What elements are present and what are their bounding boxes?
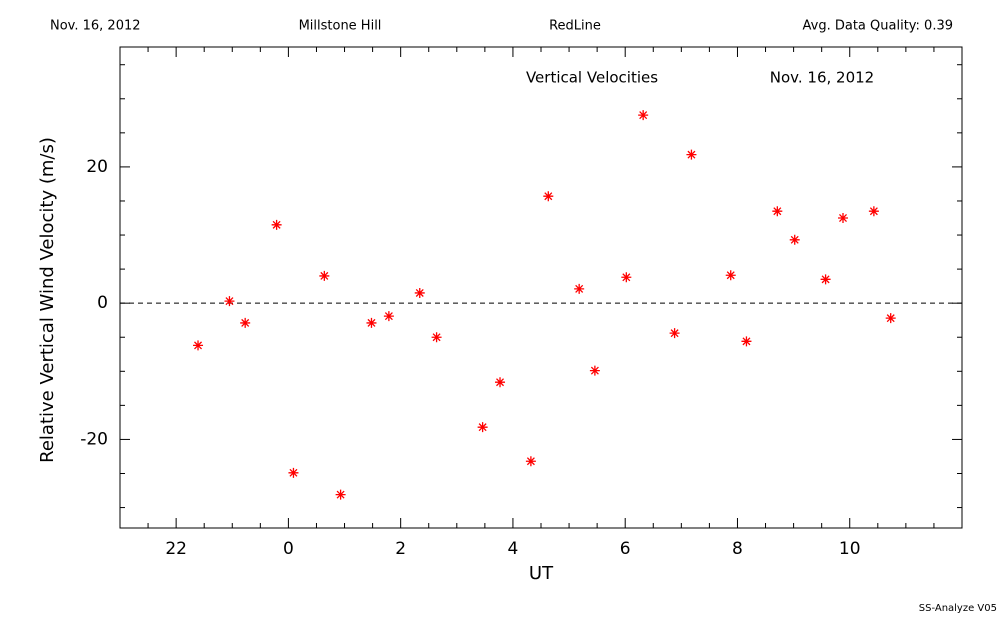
asterisk <box>621 272 632 283</box>
header-line: RedLine <box>549 19 601 34</box>
asterisk <box>574 283 585 294</box>
x-tick-label: 10 <box>839 539 861 559</box>
x-tick-label: 4 <box>508 539 519 559</box>
data-point <box>574 283 585 294</box>
asterisk <box>868 206 879 217</box>
asterisk <box>335 489 346 500</box>
data-point <box>366 317 377 328</box>
data-point <box>837 213 848 224</box>
asterisk <box>837 213 848 224</box>
data-point <box>271 219 282 230</box>
asterisk <box>725 270 736 281</box>
asterisk <box>543 191 554 202</box>
data-point <box>621 272 632 283</box>
asterisk <box>669 328 680 339</box>
data-point <box>414 287 425 298</box>
asterisk <box>885 313 896 324</box>
data-point <box>477 422 488 433</box>
data-point <box>288 467 299 478</box>
data-point <box>725 270 736 281</box>
y-tick-label: -20 <box>80 429 108 449</box>
data-point <box>383 311 394 322</box>
asterisk <box>477 422 488 433</box>
asterisk <box>383 311 394 322</box>
data-point <box>543 191 554 202</box>
data-point <box>193 340 204 351</box>
asterisk <box>789 234 800 245</box>
data-point <box>772 206 783 217</box>
x-tick-label: 6 <box>620 539 631 559</box>
asterisk <box>271 219 282 230</box>
chart-subtitle: Nov. 16, 2012 <box>770 69 874 87</box>
data-point <box>686 149 697 160</box>
data-point <box>335 489 346 500</box>
data-point <box>820 274 831 285</box>
data-point <box>224 296 235 307</box>
asterisk <box>525 456 536 467</box>
asterisk <box>193 340 204 351</box>
data-point <box>669 328 680 339</box>
data-point <box>868 206 879 217</box>
data-point <box>741 336 752 347</box>
asterisk <box>820 274 831 285</box>
header-quality: Avg. Data Quality: 0.39 <box>803 19 953 34</box>
asterisk <box>319 270 330 281</box>
data-point <box>638 110 649 121</box>
data-point <box>885 313 896 324</box>
asterisk <box>366 317 377 328</box>
x-tick-label: 0 <box>283 539 294 559</box>
asterisk <box>638 110 649 121</box>
x-tick-label: 22 <box>165 539 187 559</box>
asterisk <box>686 149 697 160</box>
data-point <box>431 332 442 343</box>
x-tick-label: 2 <box>395 539 406 559</box>
x-tick-label: 8 <box>732 539 743 559</box>
asterisk <box>288 467 299 478</box>
y-tick-label: 20 <box>86 157 108 177</box>
asterisk <box>224 296 235 307</box>
header-date: Nov. 16, 2012 <box>50 19 141 34</box>
y-axis-label: Relative Vertical Wind Velocity (m/s) <box>37 137 58 463</box>
data-point <box>240 317 251 328</box>
asterisk <box>414 287 425 298</box>
asterisk <box>495 377 506 388</box>
data-point <box>319 270 330 281</box>
x-axis-label: UT <box>529 563 554 584</box>
footer: SS-Analyze V05 <box>919 603 997 614</box>
asterisk <box>431 332 442 343</box>
y-tick-label: 0 <box>97 293 108 313</box>
asterisk <box>772 206 783 217</box>
asterisk <box>589 365 600 376</box>
asterisk <box>240 317 251 328</box>
chart-title: Vertical Velocities <box>526 69 658 87</box>
asterisk <box>741 336 752 347</box>
data-point <box>789 234 800 245</box>
data-point <box>495 377 506 388</box>
header-site: Millstone Hill <box>299 19 382 34</box>
data-point <box>525 456 536 467</box>
data-point <box>589 365 600 376</box>
